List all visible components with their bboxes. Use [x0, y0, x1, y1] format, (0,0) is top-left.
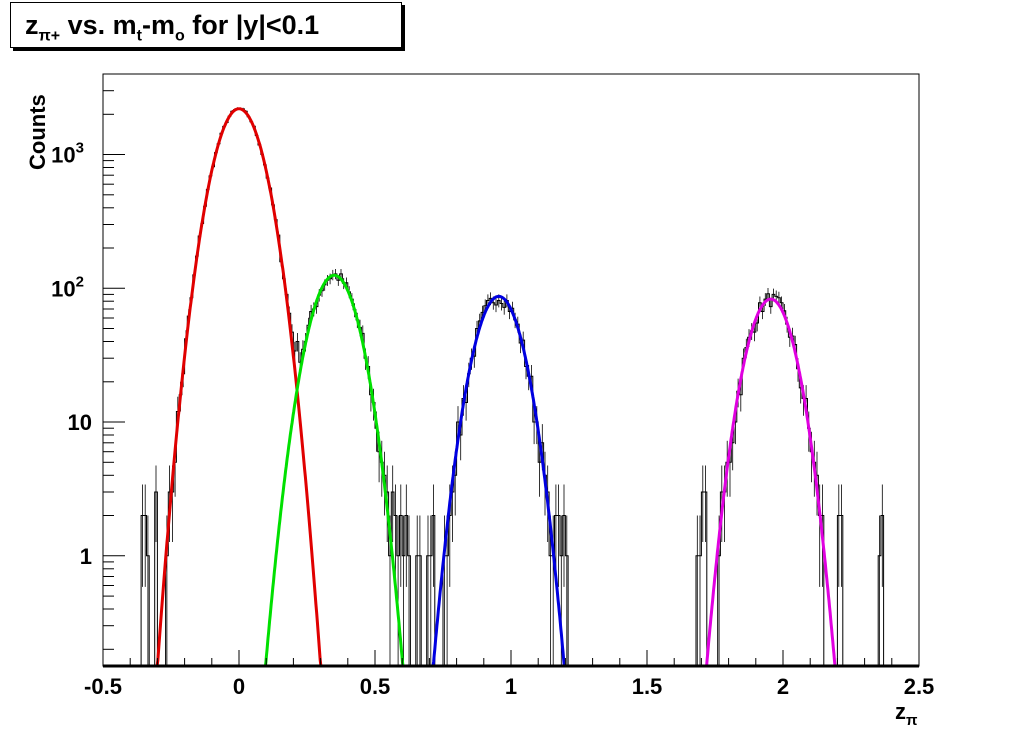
y-tick-label: 1 [80, 544, 92, 569]
fit-curve-green [263, 273, 405, 668]
title-part-2: vs. mt [60, 10, 142, 45]
fit-curve-blue [425, 294, 568, 668]
x-tick-label: 2 [777, 674, 789, 699]
y-axis-title: Counts [25, 94, 50, 170]
x-tick-label: 1.5 [632, 674, 663, 699]
y-tick-label: 102 [51, 273, 84, 301]
x-axis-title-sub: π [906, 712, 918, 729]
x-tick-label: 1 [505, 674, 517, 699]
x-tick-label: 0 [233, 674, 245, 699]
x-axis-title-main: z [895, 699, 906, 724]
histogram-layer [103, 107, 919, 667]
x-tick-label: 2.5 [904, 674, 935, 699]
title-part-3: -mo [141, 10, 185, 45]
plot-frame [102, 73, 920, 667]
fit-curve-magenta [699, 297, 843, 668]
y-tick-label: 10 [68, 410, 92, 435]
title-part-1: zπ+ [25, 10, 61, 45]
fit-curves-layer [147, 107, 843, 668]
title-part-4: for |y|<0.1 [184, 10, 320, 40]
chart-title-box: zπ+ vs. mt-mo for |y|<0.1 [10, 2, 402, 48]
histogram-line [103, 108, 919, 667]
x-axis-title: zπ [895, 699, 918, 729]
axes-layer: -0.5 0 0.5 1 1.5 2 2.5 1 10 102 103 [51, 73, 935, 699]
x-tick-label: -0.5 [84, 674, 122, 699]
x-tick-label: 0.5 [360, 674, 391, 699]
y-tick-label: 103 [51, 140, 84, 168]
fit-curve-red [147, 107, 333, 668]
